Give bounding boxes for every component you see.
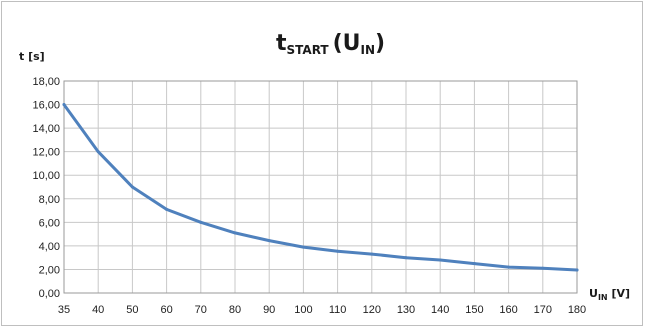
y-tick-label: 16,00 — [32, 100, 60, 112]
series-layer — [62, 103, 579, 272]
data-point — [472, 262, 476, 266]
data-point — [199, 220, 203, 224]
y-tick-label: 2,00 — [39, 264, 60, 276]
title-open: (U — [333, 31, 361, 56]
data-point — [575, 268, 579, 272]
y-tick-label: 12,00 — [32, 147, 60, 159]
chart-title: tSTART (UIN) — [276, 31, 385, 57]
data-point — [267, 239, 271, 243]
data-point — [404, 256, 408, 260]
y-tick-labels: 0,00 2,00 4,00 6,00 8,00 10,00 12,00 14,00 16,00… — [32, 76, 60, 300]
data-point — [438, 258, 442, 262]
x-tick-labels: 35 40 50 60 70 80 90 100 110 120 130 140 150 160 170 18… — [58, 304, 586, 316]
data-point — [370, 252, 374, 256]
x-tick-label: 140 — [431, 304, 449, 316]
y-tick-label: 4,00 — [39, 241, 60, 253]
data-point — [541, 266, 545, 270]
x-tick-label: 100 — [294, 304, 312, 316]
x-tick-label: 180 — [568, 304, 586, 316]
x-tick-label: 90 — [263, 304, 275, 316]
x-tick-label: 80 — [229, 304, 241, 316]
x-tick-label: 130 — [397, 304, 415, 316]
y-tick-label: 6,00 — [39, 217, 60, 229]
plot-area-border — [63, 80, 578, 294]
x-tick-label: 170 — [534, 304, 552, 316]
y-axis-label: t [s] — [19, 50, 45, 63]
data-point — [301, 245, 305, 249]
data-point — [130, 185, 134, 189]
data-point — [336, 249, 340, 253]
x-axis-label-unit: [V] — [608, 287, 630, 300]
y-tick-label: 14,00 — [32, 123, 60, 135]
data-point — [96, 150, 100, 154]
x-tick-label: 50 — [126, 304, 138, 316]
data-point — [62, 103, 66, 107]
title-close: ) — [375, 31, 385, 56]
title-start-subscript: START — [287, 43, 330, 57]
grid-lines — [63, 80, 578, 294]
x-tick-label: 60 — [160, 304, 172, 316]
x-tick-label: 120 — [363, 304, 381, 316]
x-tick-label: 35 — [58, 304, 70, 316]
title-t: t — [276, 31, 287, 56]
data-point — [233, 231, 237, 235]
x-axis-label-subscript: IN — [598, 293, 608, 302]
data-point — [507, 265, 511, 269]
data-point — [165, 207, 169, 211]
x-tick-label: 70 — [195, 304, 207, 316]
x-tick-label: 160 — [499, 304, 517, 316]
x-axis-label: UIN [V] — [589, 287, 630, 302]
x-tick-label: 40 — [92, 304, 104, 316]
series-line — [62, 103, 579, 272]
y-tick-label: 8,00 — [39, 194, 60, 206]
y-tick-label: 0,00 — [39, 288, 60, 300]
x-tick-label: 150 — [465, 304, 483, 316]
y-tick-label: 10,00 — [32, 170, 60, 182]
x-tick-label: 110 — [329, 304, 347, 316]
title-in-subscript: IN — [361, 43, 376, 57]
x-axis-label-u: U — [589, 287, 598, 300]
y-tick-label: 18,00 — [32, 76, 60, 88]
